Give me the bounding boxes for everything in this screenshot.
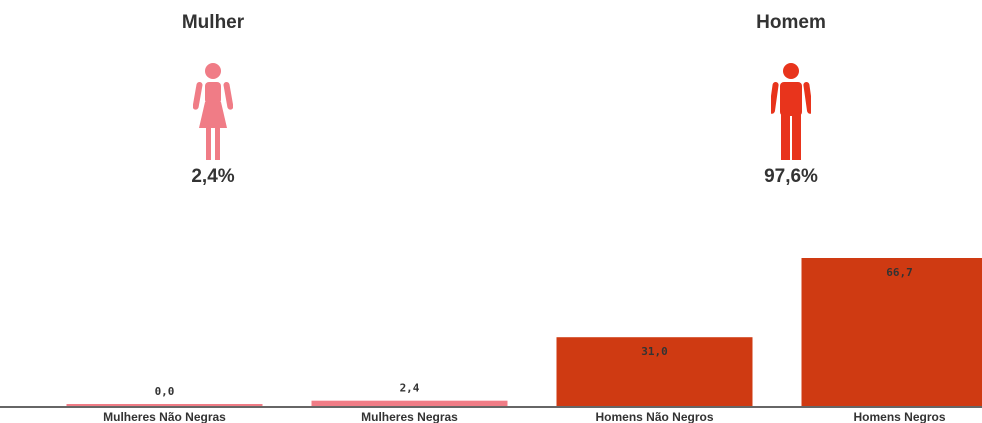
bar-2 (311, 400, 508, 406)
men-panel: Homem 97,6% (691, 0, 891, 188)
category-label: Homens Não Negros (595, 410, 713, 423)
bar-4 (801, 258, 982, 406)
man-icon (771, 63, 811, 160)
bar-1 (66, 404, 263, 406)
category-label: Homens Negros (853, 410, 945, 423)
bar-value-label: 2,4 (400, 382, 420, 395)
bar-3 (556, 337, 753, 406)
bar-value-label: 31,0 (641, 345, 668, 358)
men-title: Homem (756, 12, 826, 33)
category-label: Mulheres Negras (361, 410, 458, 423)
women-share: 2,4% (191, 166, 235, 187)
women-panel: Mulher 2,4% (113, 0, 313, 188)
women-title: Mulher (181, 12, 245, 33)
bar-value-label: 0,0 (155, 385, 175, 398)
bar-value-label: 66,7 (886, 266, 913, 279)
woman-icon (193, 63, 233, 160)
men-share: 97,6% (764, 166, 818, 187)
category-label: Mulheres Não Negras (103, 410, 226, 423)
